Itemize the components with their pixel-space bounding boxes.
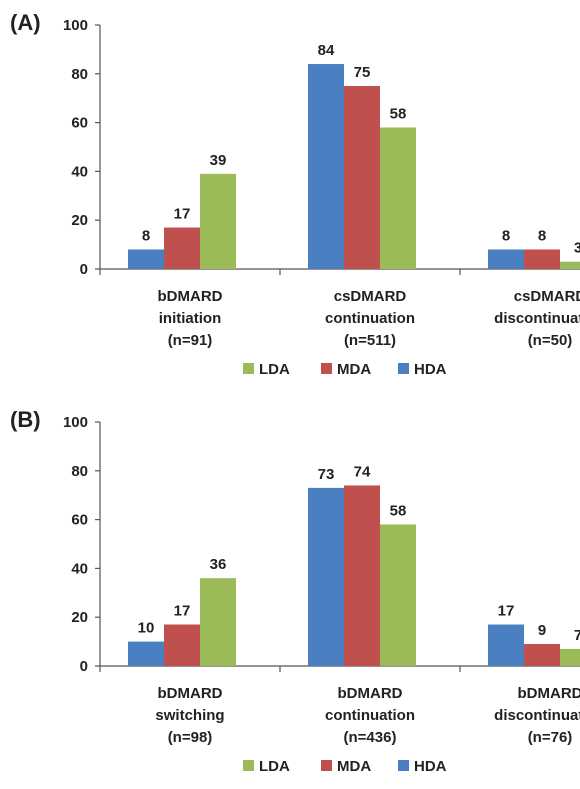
category-label: continuation [325,707,415,724]
y-tick-label: 40 [71,560,88,577]
bar-mda-1 [164,625,200,666]
data-label-mda-1: 17 [174,603,191,620]
bar-lda-2 [380,524,416,666]
legend-label-hda: HDA [414,361,447,378]
panel-label-a: (A) [10,10,41,36]
bar-lda-2 [380,127,416,269]
category-label: (n=50) [528,332,573,349]
y-tick-label: 0 [80,658,88,675]
legend-swatch-hda [398,363,409,374]
legend-label-mda: MDA [337,758,371,775]
legend-label-lda: LDA [259,361,290,378]
y-tick-label: 40 [71,163,88,180]
panel-label-b: (B) [10,407,41,433]
bar-mda-3 [524,644,560,666]
data-label-hda-2: 73 [318,466,335,483]
bar-hda-1 [128,642,164,666]
data-label-hda-3: 17 [498,603,515,620]
bar-mda-2 [344,485,380,666]
data-label-lda-2: 58 [390,105,407,122]
bar-hda-3 [488,249,524,269]
legend-label-lda: LDA [259,758,290,775]
bar-lda-3 [560,649,580,666]
category-label: (n=98) [168,729,213,746]
data-label-mda-3: 9 [538,622,546,639]
bar-lda-1 [200,174,236,269]
bar-chart-b: 0 20 40 60 80 100 10 17 36 bDMARD switching (n=98) 7… [0,397,580,784]
category-label: discontinuation [494,707,580,724]
data-label-lda-3: 7 [574,627,580,644]
bar-chart-a: 0 20 40 60 80 100 8 17 39 bDMARD initiation (n=91) 8… [0,0,580,387]
bar-lda-3 [560,262,580,269]
bar-hda-3 [488,625,524,666]
category-label: bDMARD [158,288,223,305]
category-label: switching [155,707,224,724]
chart-panel-a: (A) 0 20 40 60 80 100 8 17 39 bDMARD initiation (n=… [0,0,580,387]
bar-hda-2 [308,64,344,269]
legend-swatch-lda [243,363,254,374]
legend-swatch-hda [398,760,409,771]
bar-lda-1 [200,578,236,666]
chart-panel-b: (B) 0 20 40 60 80 100 10 17 36 bDMARD switching (n=… [0,397,580,784]
category-label: csDMARD [334,288,407,305]
category-label: continuation [325,310,415,327]
category-label: csDMARD [514,288,580,305]
category-label: (n=511) [344,332,396,349]
data-label-lda-1: 39 [210,152,227,169]
category-label: (n=436) [344,729,397,746]
data-label-hda-1: 10 [138,620,155,637]
y-tick-label: 60 [71,115,88,132]
data-label-hda-1: 8 [142,227,150,244]
data-label-lda-1: 36 [210,556,227,573]
bar-mda-2 [344,86,380,269]
y-tick-label: 60 [71,512,88,529]
category-label: (n=91) [168,332,213,349]
y-tick-label: 80 [71,66,88,83]
category-label: initiation [159,310,222,327]
bar-mda-3 [524,249,560,269]
y-tick-label: 0 [80,261,88,278]
legend-label-mda: MDA [337,361,371,378]
y-tick-label: 80 [71,463,88,480]
data-label-lda-2: 58 [390,502,407,519]
legend-swatch-mda [321,760,332,771]
data-label-mda-1: 17 [174,206,191,223]
data-label-mda-2: 75 [354,64,371,81]
category-label: bDMARD [158,685,223,702]
bar-mda-1 [164,228,200,269]
data-label-lda-3: 3 [574,240,580,257]
bar-hda-2 [308,488,344,666]
bar-hda-1 [128,249,164,269]
y-tick-label: 100 [63,17,88,34]
category-label: bDMARD [518,685,580,702]
legend-swatch-lda [243,760,254,771]
y-tick-label: 20 [71,212,88,229]
data-label-mda-3: 8 [538,227,546,244]
category-label: (n=76) [528,729,573,746]
y-tick-label: 100 [63,414,88,431]
data-label-hda-3: 8 [502,227,510,244]
data-label-mda-2: 74 [354,463,371,480]
category-label: discontinuation [494,310,580,327]
category-label: bDMARD [338,685,403,702]
data-label-hda-2: 84 [318,42,335,59]
y-tick-label: 20 [71,609,88,626]
legend-label-hda: HDA [414,758,447,775]
legend-swatch-mda [321,363,332,374]
